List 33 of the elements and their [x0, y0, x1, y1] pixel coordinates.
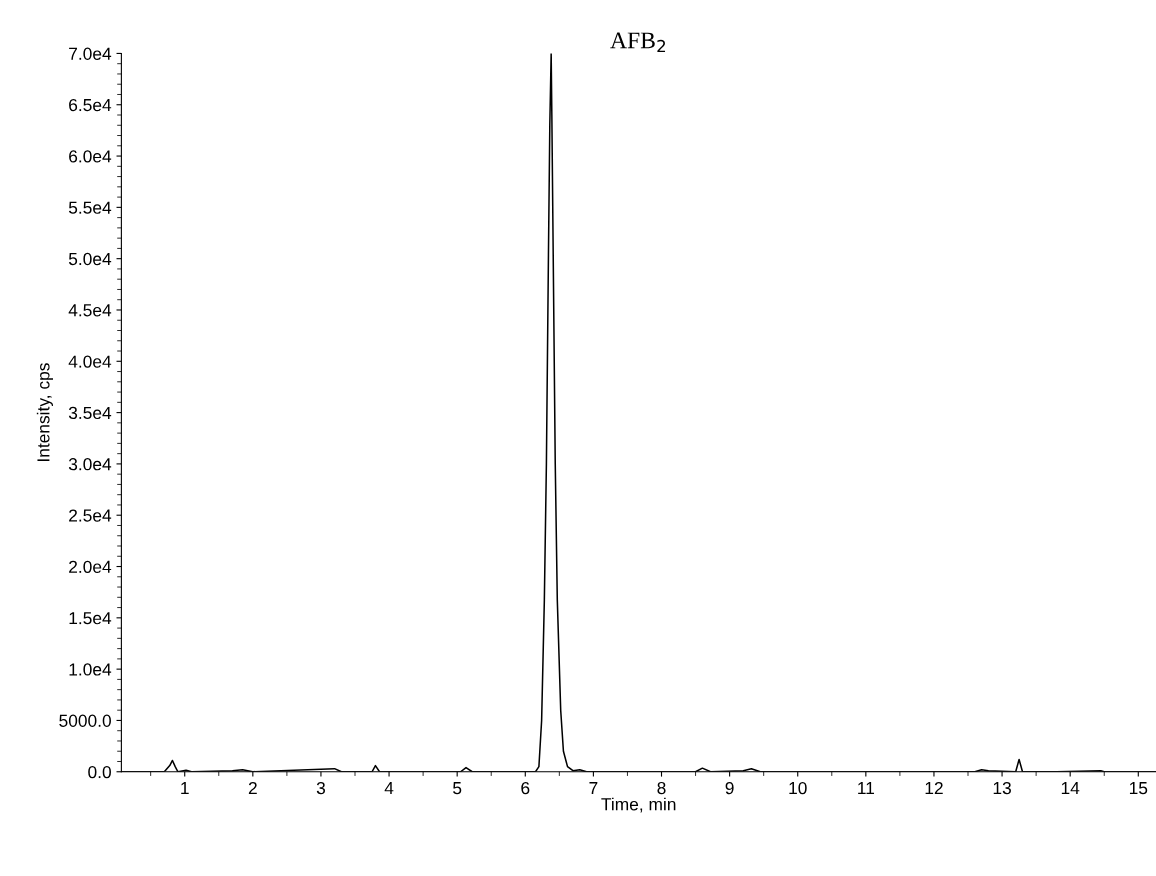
- chart-title: AFB$_{2}$: [610, 32, 666, 53]
- y-axis-title: Intensity, cps: [36, 363, 54, 462]
- x-tick-label: 9: [725, 781, 734, 795]
- x-tick-label: 6: [521, 781, 530, 795]
- y-tick-label: 0.0: [88, 765, 111, 779]
- y-tick-label: 3.5e4: [68, 406, 112, 420]
- x-axis-title: Time, min: [601, 797, 676, 813]
- y-tick-label: 1.0e4: [69, 663, 112, 676]
- y-tick-label: 6.5e4: [69, 98, 112, 112]
- y-tick-label: 5.0e4: [68, 252, 112, 266]
- y-tick-label: 2.0e4: [69, 560, 112, 573]
- y-tick-label: 5000.0: [59, 714, 111, 727]
- x-tick-label: 3: [316, 781, 326, 795]
- x-tick-label: 5: [453, 782, 462, 795]
- y-tick-label: 6.0e4: [69, 150, 112, 163]
- y-tick-label: 4.5e4: [68, 304, 112, 317]
- y-tick-label: 1.5e4: [69, 612, 112, 625]
- y-tick-label: 2.5e4: [69, 509, 112, 522]
- y-tick-label: 7.0e4: [69, 47, 112, 60]
- x-tick-label: 2: [248, 781, 257, 795]
- x-tick-label: 15: [1129, 782, 1148, 795]
- x-tick-label: 14: [1061, 782, 1080, 795]
- x-tick-label: 8: [657, 781, 666, 795]
- x-tick-label: 1: [181, 782, 189, 795]
- y-tick-label: 4.0e4: [68, 355, 112, 368]
- y-tick-label: 3.0e4: [68, 458, 112, 471]
- y-tick-label: 5.5e4: [68, 201, 112, 214]
- x-tick-label: 11: [858, 782, 875, 795]
- x-tick-label: 7: [589, 782, 598, 795]
- x-tick-label: 12: [925, 781, 943, 795]
- x-tick-label: 13: [993, 781, 1011, 795]
- x-tick-label: 4: [384, 782, 394, 795]
- x-tick-label: 10: [789, 781, 807, 795]
